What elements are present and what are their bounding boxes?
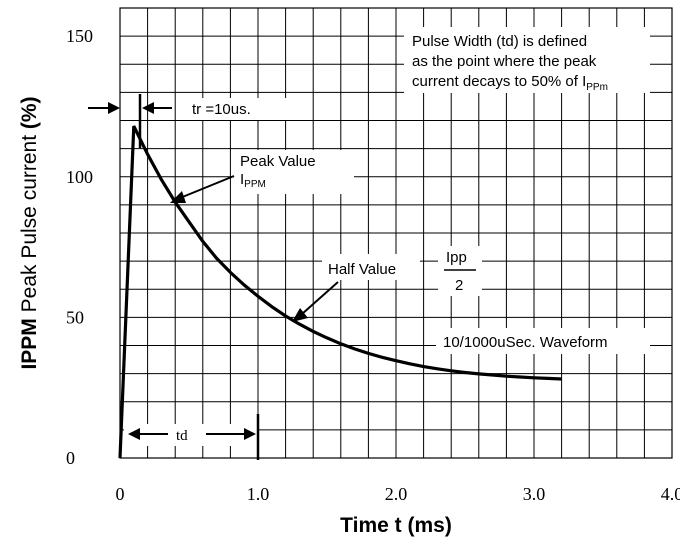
x-tick-label: 3.0 [523, 484, 546, 504]
x-tick-label: 2.0 [385, 484, 408, 504]
ipp-fraction-box [438, 246, 482, 296]
y-tick-label: 150 [66, 26, 93, 46]
td-right-arrowhead [244, 428, 256, 440]
pulse-width-note-box [404, 27, 650, 93]
y-tick-label: 0 [66, 448, 75, 468]
tick-labels: 0 1.0 2.0 3.0 4.0 0 50 100 150 [66, 26, 680, 504]
pulse-width-note-line1: Pulse Width (td) is defined [412, 33, 587, 50]
peak-arrowhead [170, 191, 186, 203]
half-arrowhead [292, 308, 308, 322]
td-label-box [124, 424, 258, 446]
ipp-denominator: 2 [455, 277, 463, 294]
peak-arrow-line [179, 175, 235, 199]
plot-frame [119, 7, 673, 459]
half-value-label: Half Value [328, 261, 396, 278]
y-axis-title: IPPM Peak Pulse current (%) [18, 96, 41, 369]
peak-value-box [234, 150, 354, 194]
peak-value-symbol: IPPM [240, 171, 266, 190]
y-tick-label: 50 [66, 307, 84, 327]
half-arrow-line [301, 281, 339, 315]
waveform-label-box [436, 328, 650, 354]
ipp-numerator: Ipp [446, 249, 467, 266]
y-tick-label: 100 [66, 167, 93, 187]
x-tick-label: 0 [116, 484, 125, 504]
waveform-line [118, 125, 562, 459]
pulse-width-note-line2: as the point where the peak [412, 53, 597, 70]
tr-right-arrowhead [142, 102, 154, 114]
waveform-label: 10/1000uSec. Waveform [443, 334, 608, 351]
x-tick-label: 1.0 [247, 484, 270, 504]
y-axis-title-prefix: IPPM [18, 318, 41, 369]
td-label: td [176, 428, 188, 444]
tr-label-box [186, 98, 298, 120]
tr-left-arrowhead [108, 102, 120, 114]
x-tick-label: 4.0 [661, 484, 680, 504]
td-left-arrowhead [128, 428, 140, 440]
pulse-width-note-line3: current decays to 50% of IPPm [412, 73, 608, 93]
y-axis-title-unit: (%) [18, 96, 41, 129]
y-axis-title-main: Peak Pulse current [18, 129, 41, 318]
peak-value-label: Peak Value [240, 153, 316, 170]
half-value-box [322, 254, 420, 280]
tr-label: tr =10us. [192, 101, 251, 118]
x-axis-title: Time t (ms) [340, 514, 452, 537]
